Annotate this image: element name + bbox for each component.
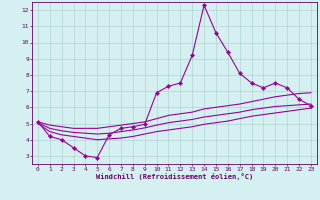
X-axis label: Windchill (Refroidissement éolien,°C): Windchill (Refroidissement éolien,°C) (96, 173, 253, 180)
